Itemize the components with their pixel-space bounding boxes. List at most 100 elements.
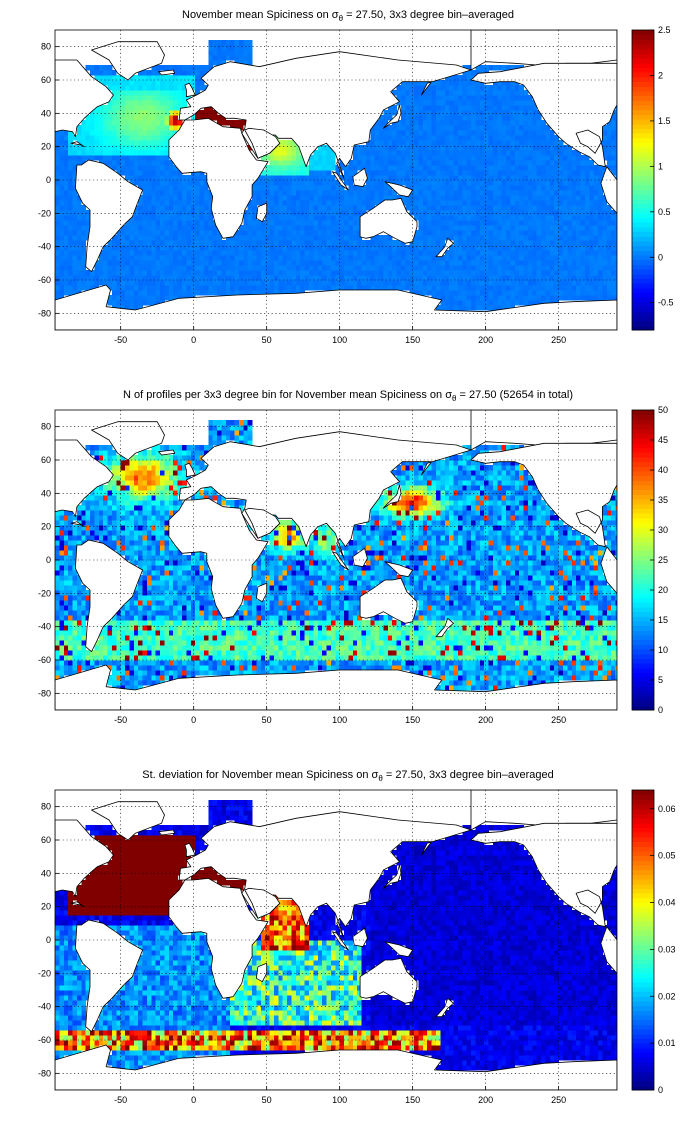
bin-cell [265,225,270,231]
bin-cell [111,285,117,291]
bin-cell [120,615,126,621]
bin-cell [203,205,209,211]
bin-cell [598,200,603,206]
bin-cell [125,275,130,281]
bin-cell [514,185,520,191]
bin-cell [291,215,297,221]
bin-cell [374,160,380,166]
bin-cell [195,65,200,71]
bin-cell [317,150,323,156]
bin-cell [238,235,244,241]
bin-cell [501,125,507,131]
bin-cell [125,680,130,686]
bin-cell [300,160,306,166]
bin-cell [129,160,135,166]
bin-cell [549,170,555,176]
bin-cell [418,230,424,236]
bin-cell [273,185,279,191]
bin-cell [383,150,389,156]
bin-cell [536,110,542,116]
bin-cell [63,210,69,216]
bin-cell [488,185,494,191]
bin-cell [111,680,117,686]
bin-cell [120,475,126,481]
panel-spiciness-mean: November mean Spiciness on σθ = 27.50, 3… [0,0,696,380]
bin-cell [479,125,485,131]
bin-cell [506,220,511,226]
bin-cell [168,90,174,96]
bin-cell [352,215,358,221]
bin-cell [348,255,354,261]
bin-cell [492,100,498,106]
bin-cell [63,215,69,221]
bin-cell [541,195,546,201]
bin-cell [182,175,187,181]
bin-cell [510,95,516,101]
bin-cell [322,190,327,196]
bin-cell [151,270,157,276]
bin-cell [444,180,450,186]
bin-cell [138,70,143,76]
bin-cell [488,275,494,281]
bin-cell [243,265,249,271]
bin-cell [120,265,126,271]
heatmap-svg-0: November mean Spiciness on σθ = 27.50, 3… [38,9,674,345]
bin-cell [68,615,73,621]
bin-cell [365,160,371,166]
bin-cell [111,130,117,136]
bin-cell [510,170,516,176]
bin-cell [471,255,476,261]
bin-cell [414,235,419,241]
bin-cell [488,90,494,96]
bin-cell [142,140,148,146]
bin-cell [186,275,192,281]
bin-cell [155,225,161,231]
bin-cell [457,305,463,311]
bin-cell [129,150,135,156]
bin-cell [523,100,529,106]
bin-cell [94,135,100,141]
bin-cell [247,235,253,241]
bin-cell [374,235,380,241]
bin-cell [203,210,209,216]
bin-cell [510,150,516,156]
bin-cell [217,60,222,66]
bin-cell [199,260,205,266]
bin-cell [427,250,433,256]
bin-cell [59,595,65,601]
bin-cell [68,575,73,581]
bin-cell [414,150,419,156]
bin-cell [488,85,494,91]
bin-cell [68,215,73,221]
bin-cell [457,180,463,186]
bin-cell [103,655,108,661]
bin-cell [593,240,599,246]
bin-cell [409,195,415,201]
bin-cell [449,245,454,251]
bin-cell [63,640,69,646]
bin-cell [606,260,612,266]
bin-cell [269,165,275,171]
bin-cell [155,170,161,176]
bin-cell [68,210,73,216]
bin-cell [479,95,485,101]
bin-cell [155,250,161,256]
bin-cell [260,220,266,226]
bin-cell [203,260,209,266]
bin-cell [300,195,306,201]
bin-cell [186,65,192,71]
bin-cell [462,90,468,96]
bin-cell [615,150,617,156]
bin-cell [322,225,327,231]
bin-cell [129,85,135,91]
bin-cell [322,230,327,236]
bin-cell [457,150,463,156]
bin-cell [138,300,143,306]
bin-cell [142,205,148,211]
bin-cell [81,120,87,126]
bin-cell [107,145,113,151]
bin-cell [409,145,415,151]
bin-cell [405,180,411,186]
bin-cell [606,160,612,166]
bin-cell [523,295,529,301]
